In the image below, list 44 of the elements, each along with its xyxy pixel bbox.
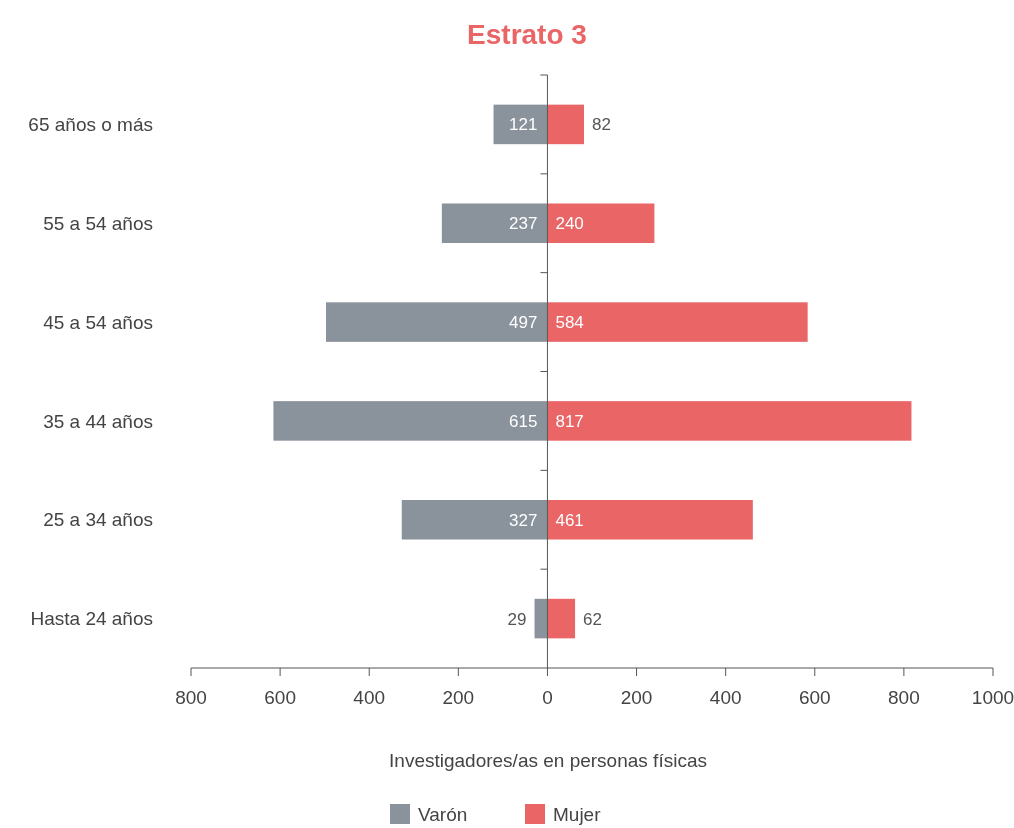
bar [547, 401, 912, 441]
data-label: 121 [509, 115, 538, 135]
y-tick-label: Hasta 24 años [30, 608, 153, 630]
legend-label: Varón [418, 803, 468, 825]
data-label: 327 [509, 510, 538, 530]
x-axis-title: Investigadores/as en personas físicas [389, 750, 707, 771]
data-label: 240 [555, 214, 584, 234]
x-tick-label: 1000 [971, 687, 1014, 708]
data-label: 461 [555, 510, 584, 530]
data-label: 62 [583, 609, 602, 629]
y-tick-label: 25 a 34 años [43, 509, 153, 531]
bar [547, 499, 753, 540]
x-tick-label: 200 [442, 687, 475, 708]
x-tick-label: 400 [353, 687, 386, 708]
x-tick-label: 200 [620, 687, 653, 708]
data-label: 615 [509, 411, 538, 431]
x-tick-label: 0 [542, 687, 553, 708]
x-tick-label: 800 [175, 687, 207, 708]
bar [547, 302, 808, 342]
bar [493, 104, 548, 145]
bar [401, 499, 548, 540]
y-tick-label: 35 a 44 años [43, 410, 153, 432]
bar [273, 401, 548, 441]
data-label: 237 [509, 214, 538, 234]
data-label: 29 [507, 609, 527, 629]
bar [326, 302, 548, 342]
legend-label: Mujer [553, 803, 602, 825]
x-tick-label: 400 [709, 687, 742, 708]
data-label: 584 [555, 313, 584, 333]
x-tick-label: 600 [798, 687, 831, 708]
bar [534, 598, 548, 639]
bar [547, 598, 576, 639]
data-label: 82 [591, 115, 611, 135]
y-tick-label: 45 a 54 años [43, 311, 153, 333]
x-tick-label: 800 [888, 687, 920, 708]
y-tick-label: 65 años o más [28, 114, 153, 136]
data-label: 817 [555, 411, 584, 431]
bar [547, 203, 655, 244]
x-tick-label: 600 [264, 687, 296, 708]
data-label: 497 [509, 313, 538, 333]
y-tick-label: 55 a 54 años [43, 212, 153, 234]
chart-title: Estrato 3 [467, 19, 587, 50]
bar [547, 104, 584, 145]
bar [441, 203, 548, 244]
